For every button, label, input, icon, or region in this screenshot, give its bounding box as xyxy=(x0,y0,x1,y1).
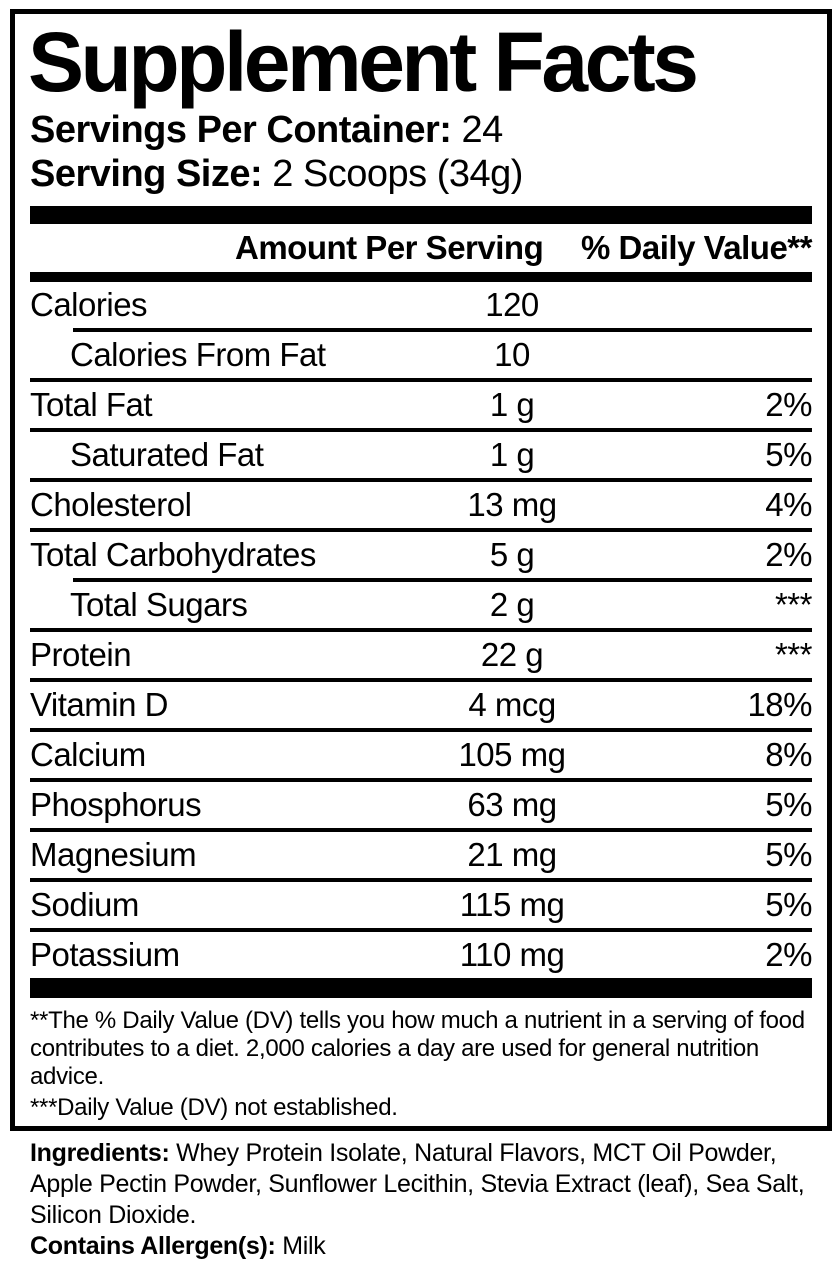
nutrient-row: Total Sugars 2 g *** xyxy=(30,582,813,628)
ingredients-label: Ingredients: xyxy=(30,1139,170,1167)
allergen-label: Contains Allergen(s): xyxy=(30,1232,276,1260)
ingredients-line: Ingredients: Whey Protein Isolate, Natur… xyxy=(30,1138,820,1231)
nutrient-dv: 2% xyxy=(765,536,812,573)
divider-bar-header xyxy=(30,272,812,282)
nutrient-row: Cholesterol 13 mg 4% xyxy=(30,482,813,528)
divider-bar-bottom xyxy=(30,978,812,998)
nutrient-row: Vitamin D 4 mcg 18% xyxy=(30,682,813,728)
nutrient-amount: 21 mg xyxy=(467,836,557,873)
servings-per-container-label: Servings Per Container: xyxy=(30,109,452,151)
ingredients-section: Ingredients: Whey Protein Isolate, Natur… xyxy=(30,1138,820,1262)
ingredients-text: Whey Protein Isolate, Natural Flavors, M… xyxy=(30,1139,805,1229)
row-separator xyxy=(30,478,812,482)
nutrient-name: Magnesium xyxy=(30,836,197,873)
row-separator xyxy=(30,928,812,932)
nutrient-amount: 4 mcg xyxy=(468,686,556,723)
nutrient-dv: 5% xyxy=(765,836,812,873)
nutrient-table: Calories 120 Calories From Fat 10 Total Fat 1… xyxy=(30,282,813,978)
serving-size-line: Serving Size: 2 Scoops (34g) xyxy=(30,152,812,196)
row-separator xyxy=(30,628,812,632)
serving-size-label: Serving Size: xyxy=(30,153,263,195)
nutrient-dv: *** xyxy=(774,636,813,673)
nutrient-dv: 8% xyxy=(765,736,812,773)
divider-bar-top xyxy=(30,206,812,224)
row-separator xyxy=(30,828,812,832)
row-separator xyxy=(30,878,812,882)
nutrient-amount: 2 g xyxy=(489,586,535,623)
supplement-facts-panel: Supplement Facts Servings Per Container:… xyxy=(10,9,832,1131)
panel-title: Supplement Facts xyxy=(28,15,699,109)
nutrient-dv: 2% xyxy=(765,386,812,423)
nutrient-name: Cholesterol xyxy=(30,486,192,523)
nutrient-name: Total Sugars xyxy=(70,586,248,623)
nutrient-name: Total Carbohydrates xyxy=(30,536,316,573)
servings-per-container-value: 24 xyxy=(461,109,503,151)
nutrient-dv: 18% xyxy=(747,686,812,723)
serving-size-value: 2 Scoops (34g) xyxy=(272,153,523,195)
nutrient-dv: 5% xyxy=(765,436,812,473)
nutrient-row: Saturated Fat 1 g 5% xyxy=(30,432,813,478)
nutrient-name: Calcium xyxy=(30,736,146,773)
servings-per-container-line: Servings Per Container: 24 xyxy=(30,108,812,152)
nutrient-name: Saturated Fat xyxy=(70,436,264,473)
nutrient-amount: 10 xyxy=(494,336,530,373)
nutrient-amount: 1 g xyxy=(489,386,535,423)
row-separator xyxy=(30,378,812,382)
allergen-value: Milk xyxy=(282,1232,326,1260)
nutrient-name: Vitamin D xyxy=(30,686,168,723)
nutrient-row: Calories From Fat 10 xyxy=(30,332,812,378)
nutrient-row: Magnesium 21 mg 5% xyxy=(30,832,813,878)
nutrient-name: Total Fat xyxy=(30,386,153,423)
allergen-line: Contains Allergen(s): Milk xyxy=(30,1231,820,1262)
row-separator xyxy=(30,728,812,732)
row-separator xyxy=(30,678,812,682)
row-separator xyxy=(73,328,812,332)
nutrient-row: Total Carbohydrates 5 g 2% xyxy=(30,532,813,578)
daily-value-header: % Daily Value** xyxy=(581,229,812,266)
nutrient-row: Potassium 110 mg 2% xyxy=(30,932,813,978)
nutrient-name: Protein xyxy=(30,636,132,673)
nutrient-amount: 120 xyxy=(485,286,539,323)
nutrient-name: Potassium xyxy=(30,936,180,973)
nutrient-amount: 63 mg xyxy=(467,786,557,823)
nutrient-dv: 5% xyxy=(765,886,812,923)
nutrient-amount: 5 g xyxy=(489,536,535,573)
amount-per-serving-header: Amount Per Serving xyxy=(235,229,544,266)
nutrient-dv: *** xyxy=(774,586,813,623)
nutrient-amount: 1 g xyxy=(489,436,535,473)
row-separator xyxy=(30,428,812,432)
nutrient-row: Total Fat 1 g 2% xyxy=(30,382,813,428)
nutrient-amount: 105 mg xyxy=(458,736,566,773)
nutrient-name: Calories From Fat xyxy=(70,336,326,373)
daily-value-footnote: **The % Daily Value (DV) tells you how m… xyxy=(30,1007,805,1090)
nutrient-amount: 115 mg xyxy=(459,886,565,923)
nutrient-amount: 22 g xyxy=(480,636,544,673)
row-separator xyxy=(73,578,812,582)
nutrient-name: Calories xyxy=(30,286,148,323)
nutrient-row: Protein 22 g *** xyxy=(30,632,813,678)
nutrient-name: Phosphorus xyxy=(30,786,202,823)
row-separator xyxy=(30,528,812,532)
nutrient-row: Phosphorus 63 mg 5% xyxy=(30,782,813,828)
table-header: Amount Per Serving % Daily Value** xyxy=(30,224,812,272)
footnotes: **The % Daily Value (DV) tells you how m… xyxy=(30,1007,812,1122)
row-separator xyxy=(30,778,812,782)
nutrient-name: Sodium xyxy=(30,886,139,923)
nutrient-amount: 110 mg xyxy=(459,936,565,973)
nutrient-dv: 2% xyxy=(765,936,812,973)
nutrient-amount: 13 mg xyxy=(467,486,557,523)
not-established-footnote: ***Daily Value (DV) not established. xyxy=(30,1094,398,1121)
nutrient-row: Calcium 105 mg 8% xyxy=(30,732,813,778)
nutrient-dv: 4% xyxy=(765,486,812,523)
nutrient-dv: 5% xyxy=(765,786,812,823)
nutrient-row: Calories 120 xyxy=(30,282,812,328)
nutrient-row: Sodium 115 mg 5% xyxy=(30,882,813,928)
